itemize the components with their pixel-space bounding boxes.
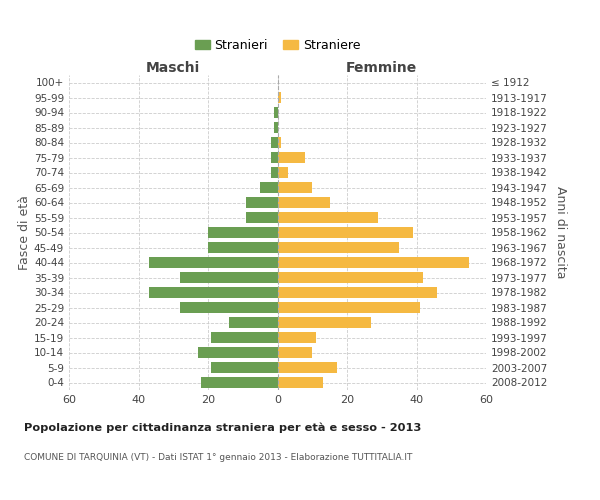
Bar: [277, 226, 413, 238]
Bar: [274, 122, 277, 134]
Bar: [277, 182, 312, 194]
Bar: [274, 106, 277, 118]
Bar: [277, 376, 323, 388]
Bar: [277, 152, 305, 164]
Bar: [277, 256, 469, 268]
Bar: [260, 182, 277, 194]
Bar: [277, 286, 437, 298]
Bar: [277, 166, 288, 178]
Text: Maschi: Maschi: [146, 61, 200, 75]
Legend: Stranieri, Straniere: Stranieri, Straniere: [190, 34, 365, 57]
Bar: [277, 302, 420, 314]
Bar: [211, 332, 277, 344]
Bar: [180, 272, 277, 283]
Bar: [149, 286, 277, 298]
Text: Popolazione per cittadinanza straniera per età e sesso - 2013: Popolazione per cittadinanza straniera p…: [24, 422, 421, 433]
Bar: [277, 316, 371, 328]
Bar: [277, 346, 312, 358]
Bar: [197, 346, 277, 358]
Bar: [180, 302, 277, 314]
Bar: [271, 152, 277, 164]
Bar: [277, 242, 399, 254]
Bar: [229, 316, 277, 328]
Bar: [208, 226, 277, 238]
Bar: [149, 256, 277, 268]
Bar: [277, 332, 316, 344]
Bar: [277, 92, 281, 104]
Bar: [246, 212, 277, 224]
Bar: [277, 212, 378, 224]
Text: COMUNE DI TARQUINIA (VT) - Dati ISTAT 1° gennaio 2013 - Elaborazione TUTTITALIA.: COMUNE DI TARQUINIA (VT) - Dati ISTAT 1°…: [24, 452, 412, 462]
Bar: [201, 376, 277, 388]
Bar: [208, 242, 277, 254]
Y-axis label: Fasce di età: Fasce di età: [18, 195, 31, 270]
Bar: [211, 362, 277, 374]
Y-axis label: Anni di nascita: Anni di nascita: [554, 186, 567, 279]
Bar: [246, 196, 277, 208]
Text: Femmine: Femmine: [346, 61, 418, 75]
Bar: [277, 362, 337, 374]
Bar: [271, 166, 277, 178]
Bar: [271, 136, 277, 148]
Bar: [277, 272, 424, 283]
Bar: [277, 136, 281, 148]
Bar: [277, 196, 329, 208]
